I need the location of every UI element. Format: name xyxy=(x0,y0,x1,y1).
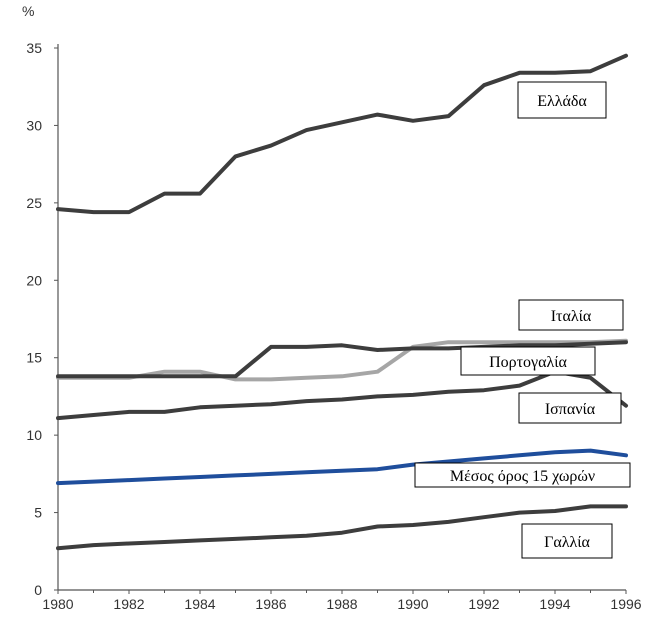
legend-label-4: Μέσος όρος 15 χωρών xyxy=(450,468,595,485)
legend-label-5: Γαλλία xyxy=(544,534,590,551)
y-unit-label: % xyxy=(22,3,34,19)
x-tick-label: 1992 xyxy=(468,596,499,612)
y-tick-label: 20 xyxy=(26,272,42,288)
legend-box-4 xyxy=(414,462,631,488)
series-line-2 xyxy=(56,338,628,382)
x-tick-label: 1980 xyxy=(42,596,73,612)
series-line-4 xyxy=(56,448,628,486)
series-line-3 xyxy=(56,369,628,421)
legend: Ελλάδα Ιταλία Πορτογαλία Ισπανία Μέσος όρος … xyxy=(414,81,631,559)
y-tick-label: 15 xyxy=(26,350,42,366)
legend-box-5 xyxy=(521,523,613,559)
legend-box-1 xyxy=(518,299,624,331)
y-tick-label: 5 xyxy=(34,505,42,521)
series-lines xyxy=(56,53,628,551)
x-tick-label: 1996 xyxy=(610,596,641,612)
y-tick-label: 25 xyxy=(26,195,42,211)
y-tick-label: 35 xyxy=(26,40,42,56)
y-tick-label: 30 xyxy=(26,117,42,133)
x-tick-label: 1994 xyxy=(539,596,570,612)
axes: 0 5 10 15 20 25 30 35 1980 1982 1984 1986 1988 1990 19… xyxy=(26,40,641,612)
legend-label-3: Ισπανία xyxy=(545,401,596,418)
legend-label-2: Πορτογαλία xyxy=(489,354,567,371)
series-line-5 xyxy=(56,504,628,551)
y-tick-label: 0 xyxy=(34,582,42,598)
series-line-1 xyxy=(56,340,628,379)
x-tick-label: 1988 xyxy=(326,596,357,612)
x-tick-label: 1990 xyxy=(397,596,428,612)
legend-box-3 xyxy=(518,392,622,424)
series-line-0 xyxy=(56,53,628,215)
y-tick-label: 10 xyxy=(26,427,42,443)
x-tick-label: 1986 xyxy=(255,596,286,612)
legend-box-0 xyxy=(517,81,607,119)
x-tick-label: 1982 xyxy=(113,596,144,612)
legend-label-0: Ελλάδα xyxy=(537,93,587,110)
legend-box-2 xyxy=(460,346,596,376)
legend-label-1: Ιταλία xyxy=(551,308,592,325)
x-tick-label: 1984 xyxy=(184,596,215,612)
